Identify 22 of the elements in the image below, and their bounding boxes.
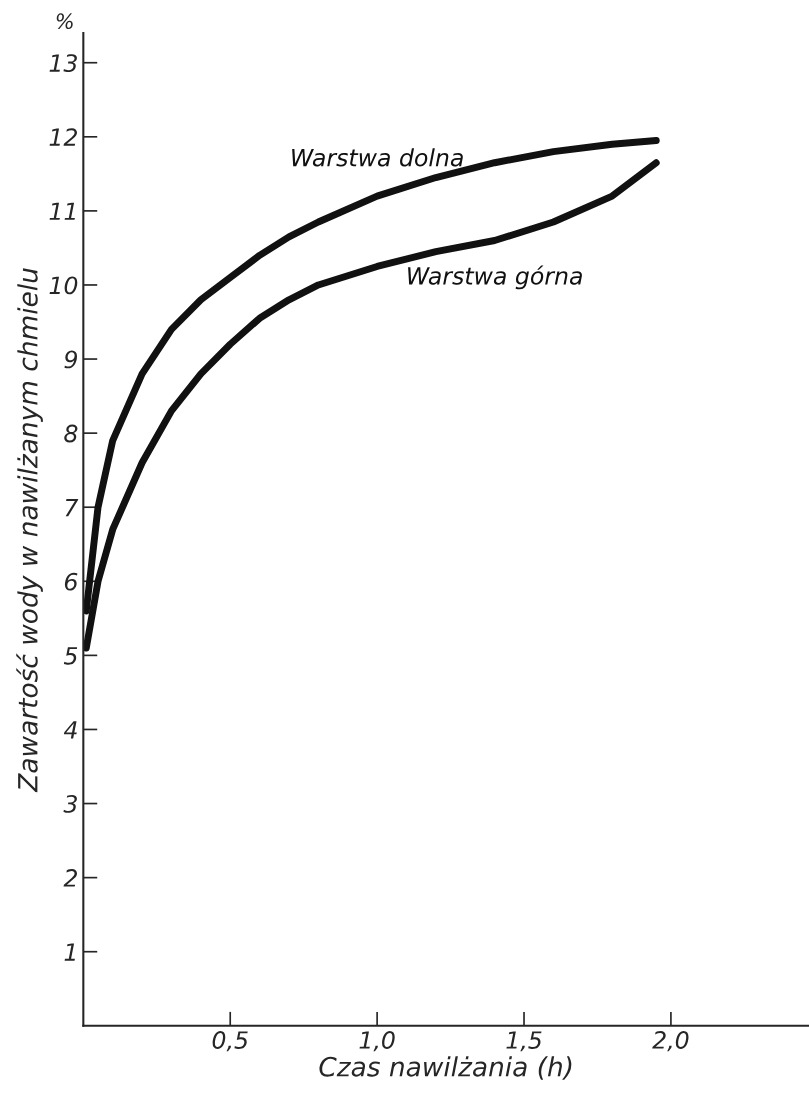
y-tick-label: 4 xyxy=(63,721,77,739)
y-tick-label: 7 xyxy=(65,498,79,517)
y-tick-label: 3 xyxy=(63,794,77,813)
y-tick-label: 10 xyxy=(49,276,78,295)
y-tick-label: 13 xyxy=(49,54,77,73)
y-tick-label: 6 xyxy=(64,572,78,591)
series-label: Warstwa dolna xyxy=(292,148,463,167)
series-label: Warstwa górna xyxy=(408,265,582,290)
x-tick-label: 0,5 xyxy=(212,1031,248,1052)
text: % xyxy=(56,13,73,30)
x-axis-title: Czas nawilżania (h) xyxy=(319,1056,572,1080)
y-tick-label: 9 xyxy=(64,350,77,369)
y-tick-label: 8 xyxy=(64,424,78,443)
y-tick-label: 12 xyxy=(49,128,77,146)
x-tick-label: 2,0 xyxy=(652,1031,689,1052)
y-tick-label: 2 xyxy=(63,869,77,887)
x-tick-label: 1,5 xyxy=(506,1031,542,1052)
y-tick-label: 11 xyxy=(49,202,75,220)
x-tick-label: 1,0 xyxy=(359,1031,395,1052)
y-axis-title: Zawartość wody w nawilżanym chmielu xyxy=(16,268,43,793)
y-tick-label: 5 xyxy=(63,647,78,665)
y-tick-label: 1 xyxy=(64,943,75,961)
